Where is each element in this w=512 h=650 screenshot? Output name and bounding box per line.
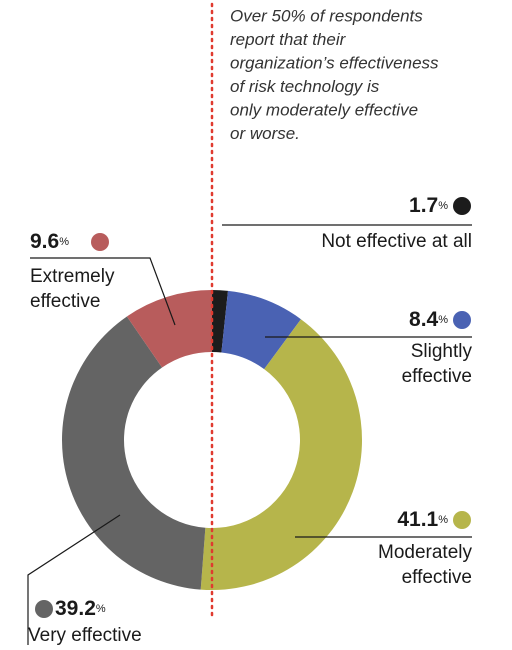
value-label: 39.2% [55,597,106,620]
value-label: 9.6% [30,230,69,253]
annotation-line: or worse. [230,124,300,143]
annotation-line: only moderately effective [230,100,418,119]
value-label: 1.7% [409,194,448,217]
category-label: Slightly effective [402,341,473,387]
donut-segment [200,319,363,590]
annotation-line: of risk technology is [230,77,380,96]
donut-segment [61,316,206,590]
value-label: 41.1% [397,508,448,531]
category-label: Very effective [28,625,142,646]
annotation-line: Over 50% of respondents [230,6,423,25]
category-label: Extremely effective [30,266,115,312]
legend-dot [453,197,471,215]
donut-segment [126,290,212,368]
category-label: Not effective at all [321,231,472,252]
legend-dot [453,311,471,329]
category-label: Moderately effective [378,542,472,588]
legend-dot [91,233,109,251]
legend-dot [453,511,471,529]
leader-line [27,514,121,645]
annotation-line: organization’s effectiveness [230,53,439,72]
annotation-line: report that their [230,30,347,49]
donut-segment [221,290,301,370]
leader-line [30,257,176,326]
donut-segment [212,290,228,353]
legend-dot [35,600,53,618]
value-label: 8.4% [409,308,448,331]
